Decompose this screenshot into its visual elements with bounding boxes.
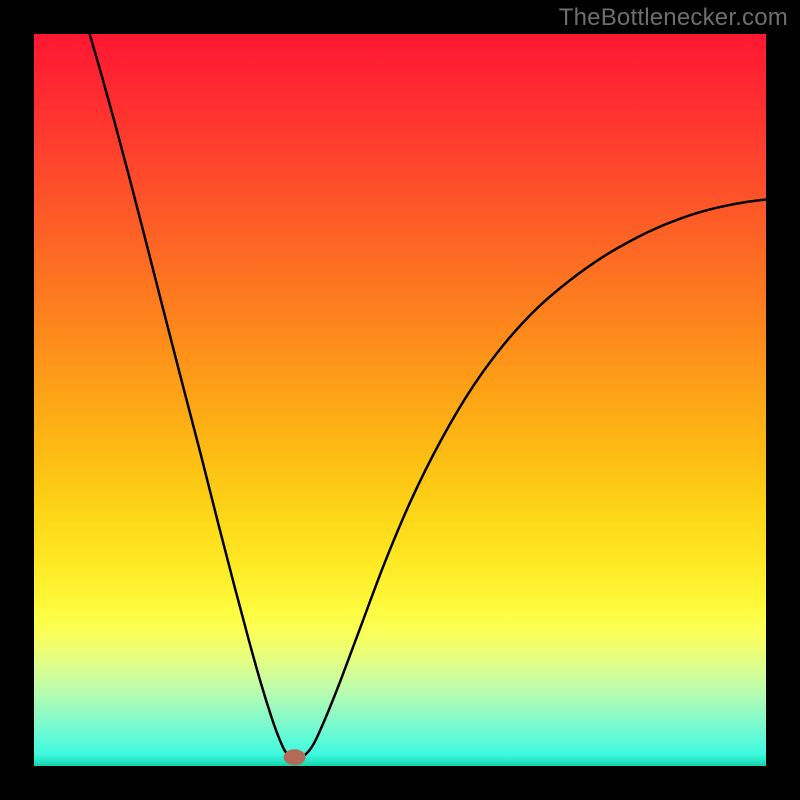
chart-container: TheBottlenecker.com [0, 0, 800, 800]
watermark-text: TheBottlenecker.com [559, 4, 788, 32]
gradient-background [34, 34, 766, 766]
optimal-point-marker [284, 749, 306, 765]
plot-area [34, 34, 766, 766]
bottleneck-curve-chart [34, 34, 766, 766]
